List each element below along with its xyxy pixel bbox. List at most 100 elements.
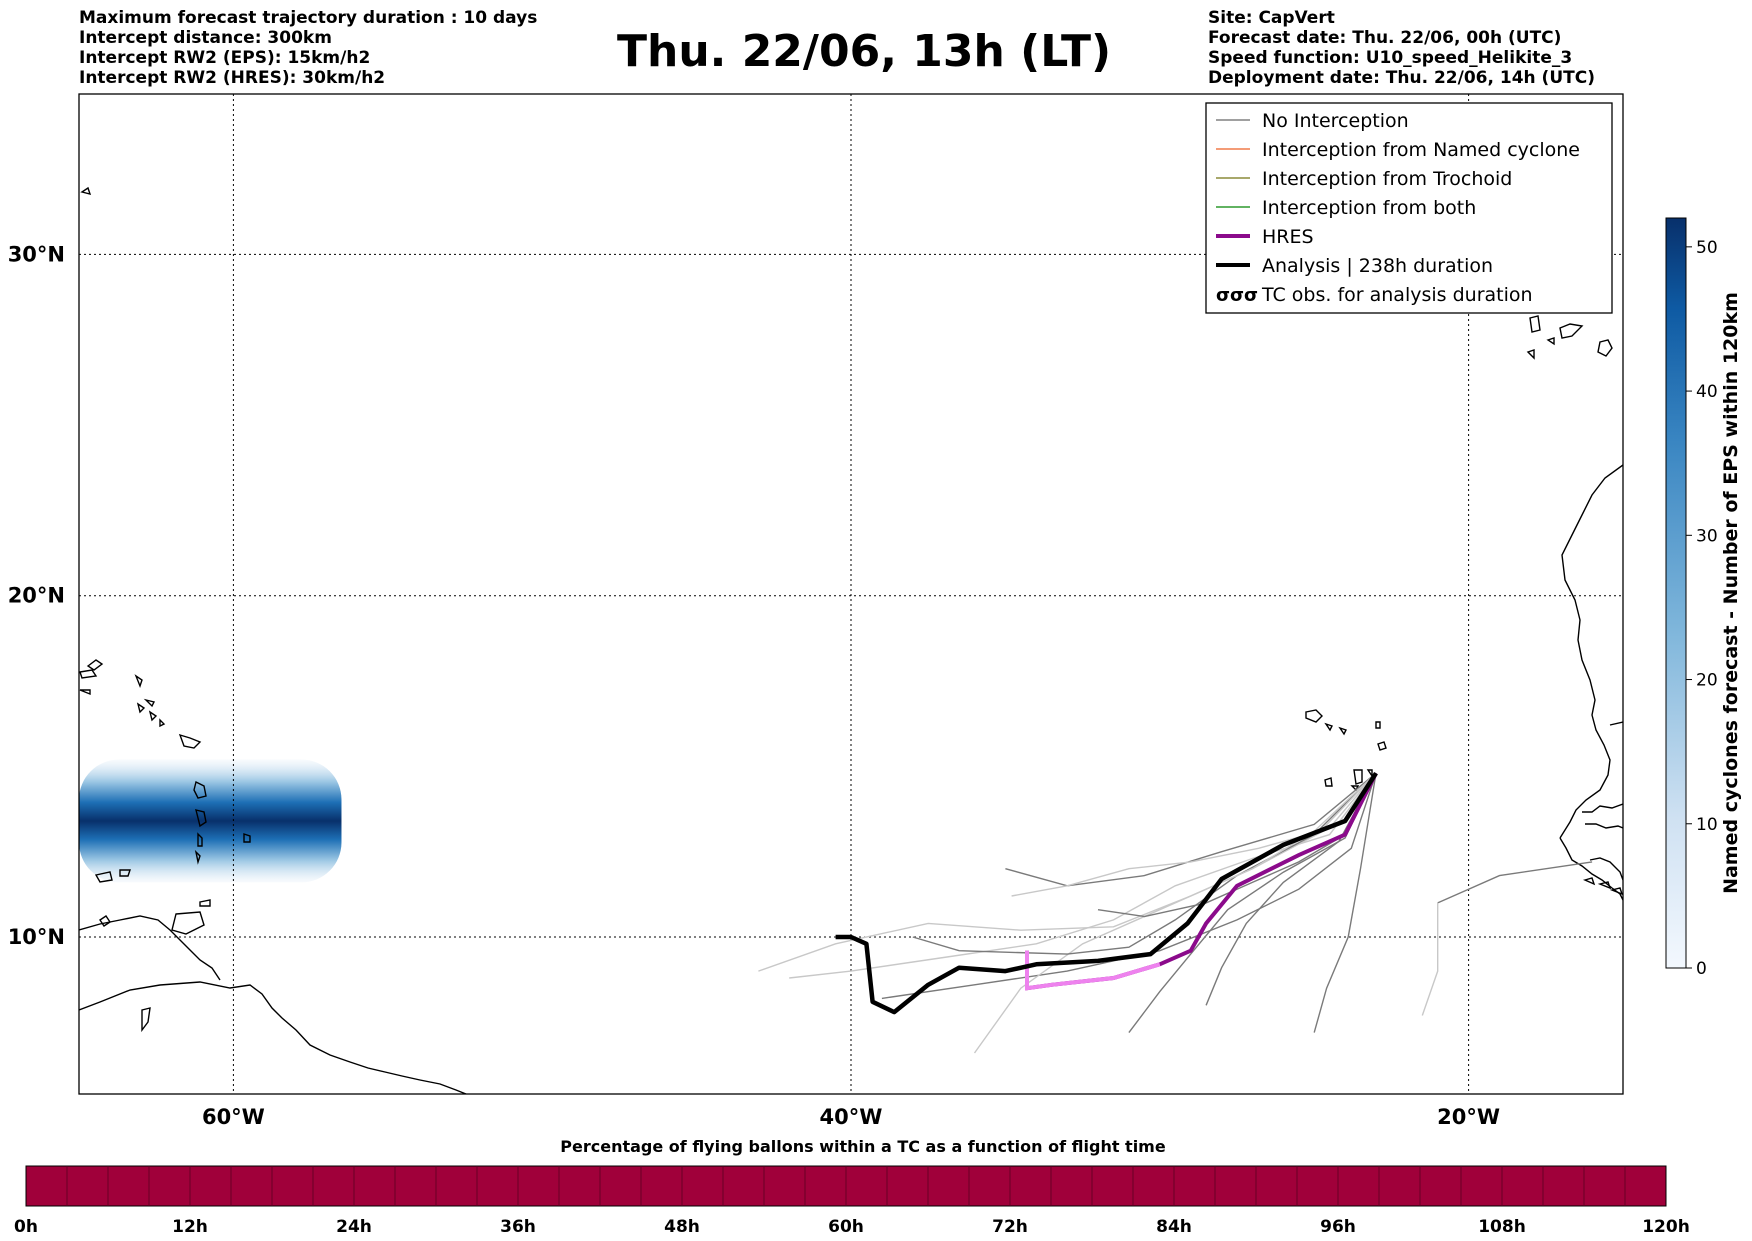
legend-label: HRES <box>1262 226 1314 248</box>
eps-trajectory <box>758 772 1377 972</box>
colorbar-tick-label: 40 <box>1696 382 1718 402</box>
cape-verde-island <box>1366 769 1373 779</box>
legend-label: Interception from Named cyclone <box>1262 139 1580 161</box>
island <box>79 669 98 679</box>
island <box>119 869 131 877</box>
colorbar-tick-label: 20 <box>1696 671 1718 691</box>
flight-time-tick-label: 36h <box>500 1217 536 1237</box>
flight-time-tick-label: 60h <box>828 1217 864 1237</box>
bissau-coast <box>1589 857 1623 881</box>
island <box>86 659 104 671</box>
colorbar-bottom: Percentage of flying ballons within a TC… <box>14 1137 1690 1237</box>
colorbar-tick-label: 10 <box>1696 815 1718 835</box>
hres-trajectory-late <box>1025 950 1161 991</box>
canary-island <box>1529 315 1541 333</box>
page-title: Thu. 22/06, 13h (LT) <box>617 26 1112 77</box>
flight-time-tick-label: 48h <box>664 1217 700 1237</box>
meta-line: Site: CapVert <box>1208 8 1335 28</box>
lat-tick-label: 10°N <box>8 925 65 949</box>
senegal-river <box>1609 721 1623 726</box>
eps-trajectory <box>789 772 1377 979</box>
coastlines <box>79 186 1623 1094</box>
island <box>143 698 156 708</box>
colorbar-tick-label: 0 <box>1696 959 1707 979</box>
island <box>159 718 166 728</box>
lon-tick-label: 60°W <box>202 1105 265 1129</box>
cape-verde-island <box>1324 722 1333 732</box>
cape-verde-island <box>1350 785 1360 792</box>
dominica-island <box>193 780 207 799</box>
trinidad-island <box>171 911 205 935</box>
meta-line: Deployment date: Thu. 22/06, 14h (UTC) <box>1208 68 1595 88</box>
eps-trajectory <box>1313 773 1377 1033</box>
eps-trajectory <box>1128 772 1377 1034</box>
eps-trajectory <box>1437 861 1593 904</box>
cyclone-density-hotspot <box>79 759 342 883</box>
cape-verde-island <box>1338 726 1347 736</box>
map-frame <box>78 93 1624 1095</box>
st-vincent-island <box>194 849 201 865</box>
colorbar-tick-label: 50 <box>1696 238 1718 258</box>
meta-line: Forecast date: Thu. 22/06, 00h (UTC) <box>1208 28 1562 48</box>
island <box>1609 887 1623 896</box>
barbados-island <box>243 833 251 843</box>
legend: No Interception Interception from Named c… <box>1205 102 1613 314</box>
legend-label: Interception from both <box>1262 197 1476 219</box>
flight-time-tick-label: 12h <box>172 1217 208 1237</box>
meta-line: Intercept RW2 (EPS): 15km/h2 <box>79 48 371 68</box>
map-panel: 30°N 20°N 10°N 60°W 40°W 20°W No Interception… <box>8 93 1624 1129</box>
flight-time-tick-label: 84h <box>1156 1217 1192 1237</box>
legend-label: Interception from Trochoid <box>1262 168 1512 190</box>
meta-line: Maximum forecast trajectory duration : 1… <box>79 8 538 28</box>
flight-time-tick-label: 96h <box>1320 1217 1356 1237</box>
colorbar-bottom-title: Percentage of flying ballons within a TC… <box>560 1137 1166 1156</box>
island <box>148 710 158 722</box>
cape-verde-island <box>1377 741 1387 751</box>
island <box>94 871 113 883</box>
south-america-coast <box>79 981 467 1094</box>
bermuda-island <box>80 186 92 195</box>
hotspot-band <box>79 759 342 883</box>
canary-island <box>1546 337 1555 346</box>
flight-time-tick-label: 120h <box>1642 1217 1690 1237</box>
canary-island <box>1597 339 1613 357</box>
guadeloupe-island <box>178 733 202 749</box>
st-lucia-island <box>197 832 203 847</box>
canary-island <box>1526 349 1535 360</box>
island <box>134 674 143 689</box>
main-trajectories <box>835 771 1378 1015</box>
axis-tick-labels: 30°N 20°N 10°N 60°W 40°W 20°W <box>8 242 1500 1129</box>
cape-verde-island <box>1375 721 1381 729</box>
meta-line: Speed function: U10_speed_Helikite_3 <box>1208 48 1573 68</box>
colorbar-label: Named cyclones forecast - Number of EPS … <box>1720 292 1742 894</box>
legend-label: TC obs. for analysis duration <box>1261 284 1533 306</box>
tc-symbol-icon: σσσ <box>1216 285 1258 306</box>
gambia-coast <box>1585 823 1623 829</box>
legend-label: Analysis | 238h duration <box>1262 255 1493 277</box>
meta-line: Intercept distance: 300km <box>79 28 332 48</box>
legend-box <box>1205 102 1613 314</box>
island <box>99 915 111 927</box>
flight-time-tick-label: 108h <box>1478 1217 1526 1237</box>
eps-trajectory <box>1421 902 1439 1016</box>
forecast-parameters: Maximum forecast trajectory duration : 1… <box>79 8 537 88</box>
colorbar-gradient <box>1665 217 1687 969</box>
cape-verde-island <box>1305 709 1323 723</box>
island <box>1597 881 1612 890</box>
lat-tick-label: 30°N <box>8 242 65 266</box>
martinique-island <box>195 809 207 828</box>
lon-tick-label: 40°W <box>820 1105 883 1129</box>
island <box>79 689 91 696</box>
flight-time-tick-label: 72h <box>992 1217 1028 1237</box>
santiago-island <box>1353 769 1363 785</box>
senegal-coast-detail <box>1582 803 1623 813</box>
legend-label: No Interception <box>1262 110 1409 132</box>
hotspot-shape <box>79 759 342 883</box>
island <box>136 702 146 714</box>
eps-trajectory <box>1005 772 1377 887</box>
analysis-trajectory <box>835 771 1378 1015</box>
colorbar-right: 0 10 20 30 40 50 Named cyclones forecast - Nu… <box>1665 217 1742 979</box>
site-parameters: Site: CapVert Forecast date: Thu. 22/06,… <box>1208 8 1595 88</box>
tobago-island <box>199 899 211 907</box>
